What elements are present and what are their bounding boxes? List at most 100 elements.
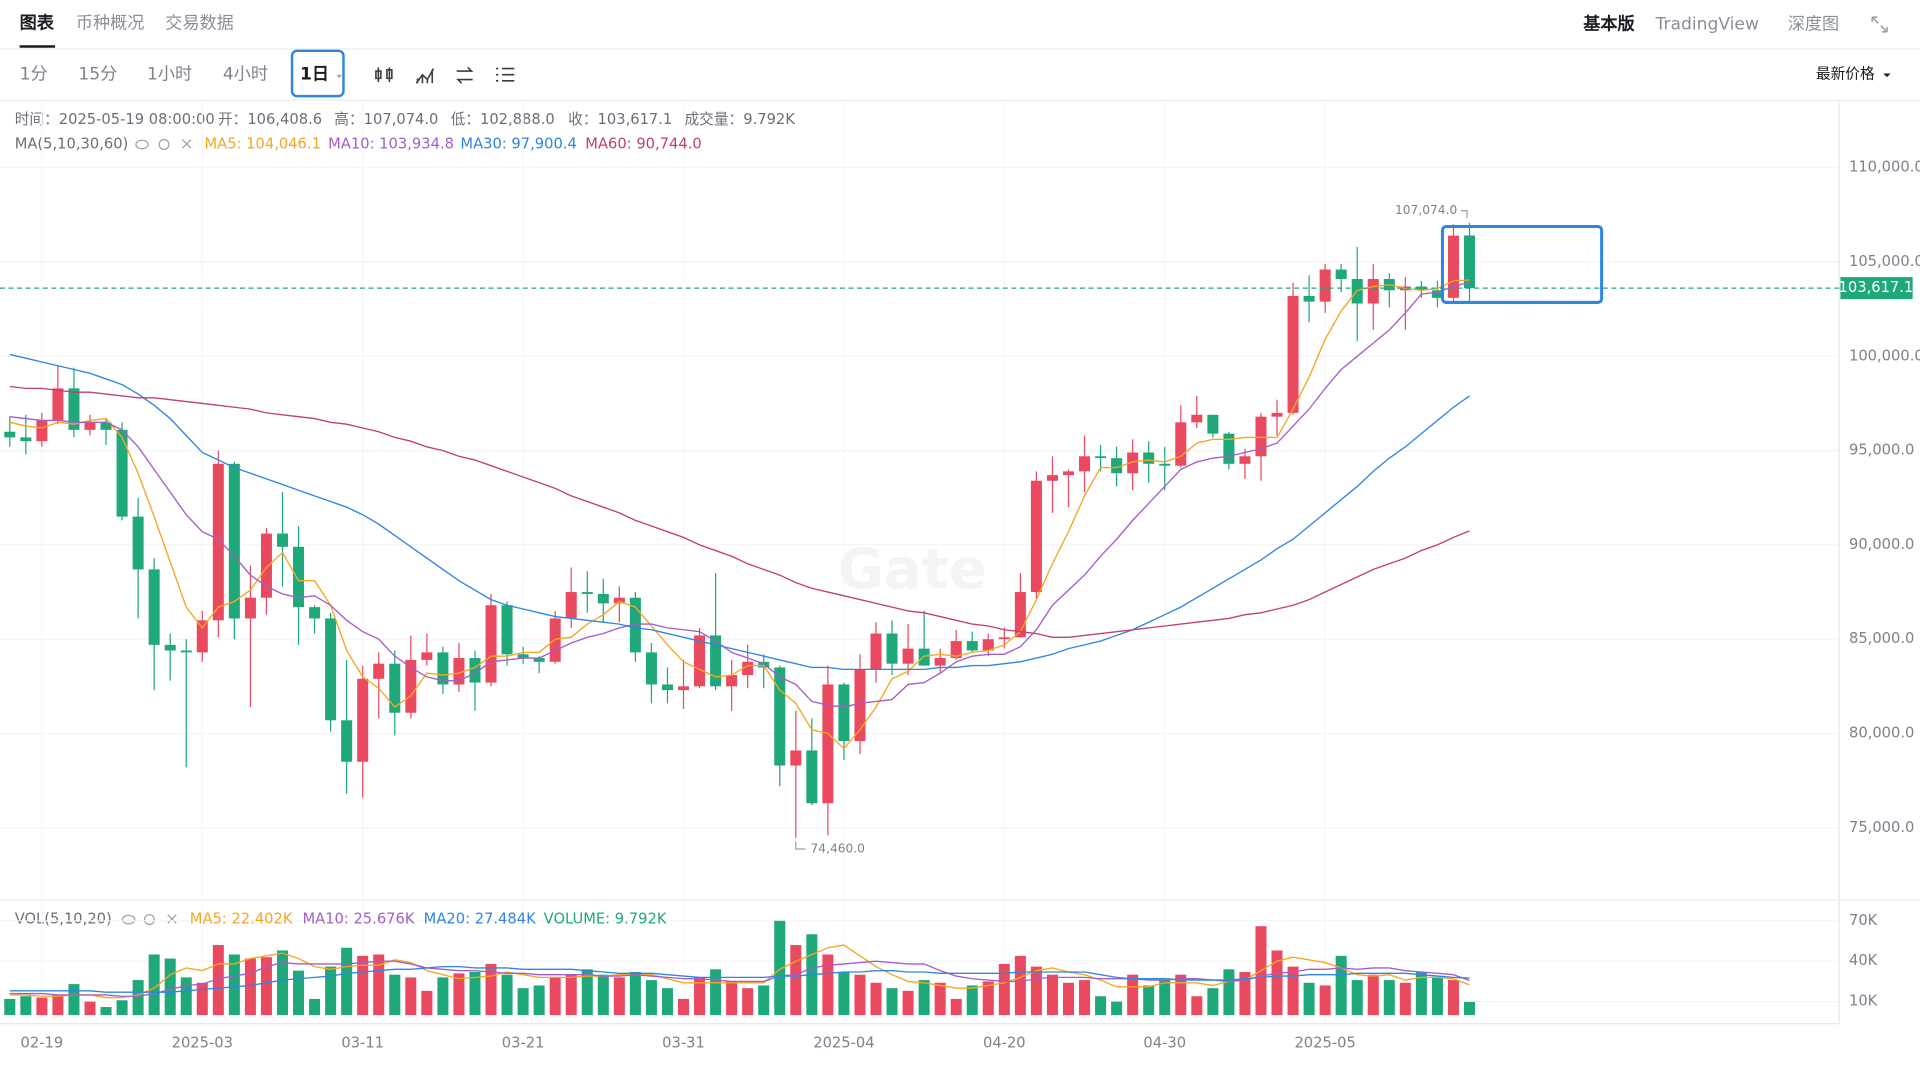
last-price-box (1840, 277, 1913, 300)
volume-bar (565, 974, 577, 1016)
volume-bar (1415, 972, 1427, 1016)
y-tick-label: 70K (1849, 912, 1878, 929)
info: 高：107,074.0 (334, 111, 438, 128)
interval[interactable]: 1日 (300, 65, 329, 85)
tab[interactable]: 币种概况 (76, 13, 145, 33)
candle-body (758, 661, 770, 668)
candle-body (1191, 414, 1203, 423)
x-tick-label: 2025-04 (813, 1034, 874, 1051)
volume-bar (1207, 988, 1219, 1016)
high-annotation: 107,074.0 (1395, 203, 1457, 217)
volume-bar (4, 998, 16, 1016)
volume-bar (52, 994, 64, 1016)
volume-bar (758, 985, 770, 1016)
volume-bar (517, 988, 529, 1016)
candle-body (84, 422, 96, 430)
candle-body (276, 533, 288, 547)
plot: 75,000.0 80,000.0 85,000.0 90,000.0 95,000.0… (0, 100, 1920, 1051)
candle-body (710, 635, 722, 687)
volume-bar (1046, 974, 1058, 1016)
tab[interactable]: 基本版 (1583, 13, 1635, 34)
volume-bar (1447, 980, 1459, 1016)
volume-bar (1464, 1001, 1476, 1016)
ma-title: MA(5,10,30,60) (15, 135, 129, 152)
interval[interactable]: 4小时 (223, 65, 268, 85)
volume-bar (437, 977, 449, 1016)
candle-body (902, 648, 914, 664)
candle-body (164, 644, 176, 651)
volume-bar (501, 974, 513, 1016)
candle-body (998, 637, 1010, 640)
interval[interactable]: 15分 (78, 65, 117, 85)
volume-bar (1303, 982, 1315, 1016)
interval[interactable]: 1分 (20, 65, 48, 85)
volume-bar (998, 963, 1010, 1016)
volume-bar (212, 945, 224, 1016)
x-tick-label: 03-21 (502, 1034, 545, 1051)
volume-bar (1095, 996, 1107, 1016)
fullscreen-icon[interactable] (1871, 16, 1888, 33)
legend-icons[interactable] (121, 138, 192, 926)
last-price-label: 103,617.1 (1839, 279, 1914, 296)
y-tick-label: 10K (1849, 993, 1878, 1010)
volume-bar (870, 982, 882, 1016)
volume-bar (469, 972, 481, 1016)
tab[interactable]: 图表 (20, 12, 55, 33)
candle-body (918, 648, 930, 666)
watermark: Gate (838, 538, 987, 603)
candle-body (1367, 278, 1379, 304)
price-type[interactable]: 最新价格 (1816, 66, 1875, 83)
tab[interactable]: TradingView (1655, 14, 1759, 34)
volume-bar (1431, 977, 1443, 1016)
tab[interactable]: 深度图 (1788, 14, 1839, 34)
low-annotation: 74,460.0 (810, 841, 864, 855)
y-tick-label: 90,000.0 (1849, 536, 1914, 553)
tab[interactable]: 交易数据 (165, 13, 234, 33)
volume-bar (710, 969, 722, 1016)
candle-body (645, 652, 657, 685)
volume-bar (581, 969, 593, 1016)
candle-body (694, 635, 706, 687)
candle-body (389, 663, 401, 713)
volume-bar (774, 920, 786, 1016)
candle-body (1223, 433, 1235, 464)
volume-bar (1127, 974, 1139, 1016)
candle-body (116, 429, 128, 517)
candle-body (1030, 480, 1042, 593)
candle-body (517, 654, 529, 659)
dropdown-caret (336, 74, 342, 79)
interval[interactable]: 1小时 (147, 65, 192, 85)
volume-bar (742, 988, 754, 1016)
volume-bar (20, 996, 32, 1016)
volume-bar (1367, 974, 1379, 1016)
volume-bar (244, 958, 256, 1016)
volume-bar (1351, 980, 1363, 1016)
volume-bar (36, 997, 48, 1016)
vol-ma-line (9, 944, 1470, 999)
volume-bar (1014, 955, 1026, 1016)
volume-bar (678, 998, 690, 1016)
volume-bar (1079, 980, 1091, 1016)
vol-ma-line (9, 960, 1470, 997)
candle-body (148, 569, 160, 645)
candle-body (742, 661, 754, 676)
volume-bar (597, 974, 609, 1016)
volume-bar (180, 977, 192, 1016)
candle-body (1464, 235, 1476, 289)
volume-bar (1030, 966, 1042, 1016)
candle-body (838, 684, 850, 742)
candle-body (950, 641, 962, 659)
volume-bar (260, 957, 272, 1016)
candle-body (196, 620, 208, 653)
candle-body (36, 420, 48, 442)
volume-bar (918, 980, 930, 1016)
volume-bar (1383, 980, 1395, 1016)
volume-bar (902, 990, 914, 1016)
volume-bar (790, 945, 802, 1016)
toolbar-icons[interactable] (375, 66, 515, 84)
candle-body (228, 463, 240, 619)
volume-bar (196, 982, 208, 1016)
candle-body (453, 658, 465, 685)
volume-bar (1062, 982, 1074, 1016)
